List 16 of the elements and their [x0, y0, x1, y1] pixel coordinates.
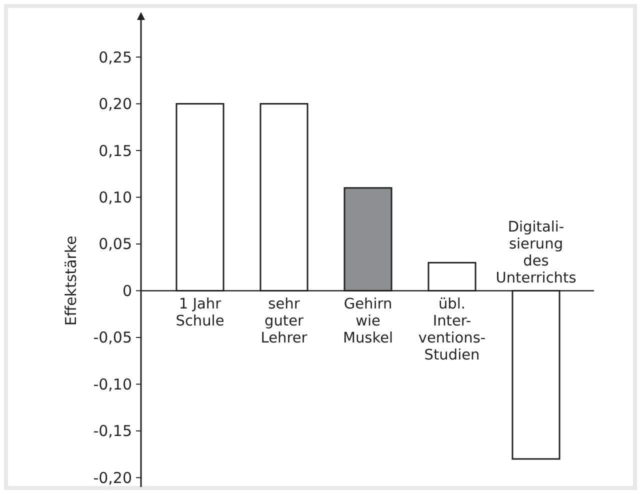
x-tick-label: übl. Inter- ventions- Studien: [418, 296, 486, 364]
y-tick-label: 0,25: [98, 48, 132, 66]
y-tick-label: -0,10: [93, 375, 132, 394]
y-tick-label: 0,20: [98, 95, 132, 114]
y-tick-label: 0,05: [98, 235, 132, 254]
x-tick-label: Gehirn wie Muskel: [342, 296, 394, 347]
y-tick-label: 0,15: [98, 142, 132, 160]
x-tick-label: Digitali- sierung des Unterrichts: [496, 220, 576, 287]
x-tick-label: sehr guter Lehrer: [260, 296, 308, 347]
y-tick-label: 0,10: [98, 188, 132, 207]
y-tick-label: -0,05: [93, 328, 132, 347]
x-tick-label: 1 Jahr Schule: [176, 296, 224, 330]
y-tick-label: -0,15: [93, 422, 132, 440]
y-tick-label: -0,20: [93, 468, 132, 487]
y-axis-title: Effektstärke: [62, 236, 80, 326]
y-tick-label: 0: [122, 282, 132, 300]
